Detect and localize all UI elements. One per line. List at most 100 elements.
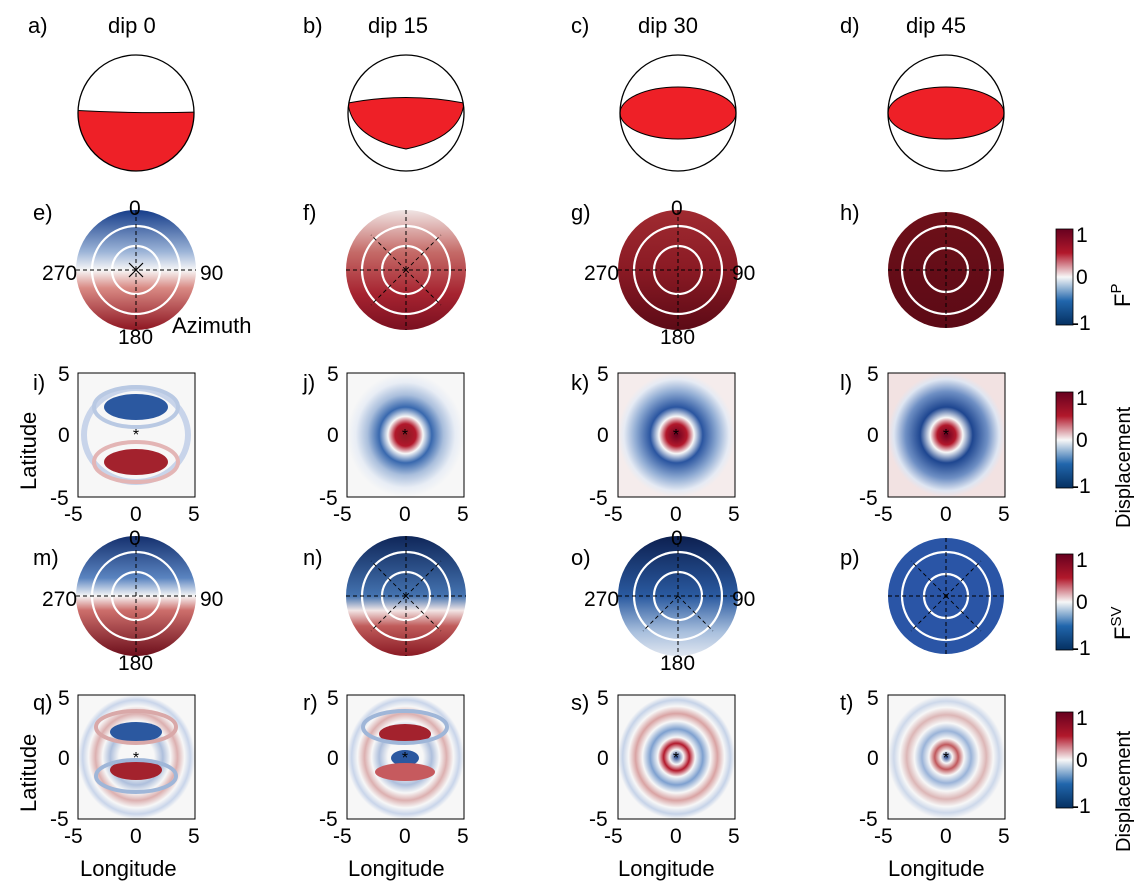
- beachball-dip15: [347, 54, 465, 172]
- north-lobe: [110, 722, 162, 742]
- ytick: -5: [50, 487, 69, 510]
- map-frame: [346, 694, 465, 820]
- xtick: 0: [670, 825, 682, 848]
- map-dip30: *: [617, 372, 736, 498]
- column-title-dip15: dip 15: [368, 13, 428, 38]
- colorbar-tick: 0: [1076, 591, 1088, 614]
- colorbar-gradient: [1055, 228, 1074, 326]
- colorbar-tick: -1: [1072, 637, 1091, 660]
- x-axis-label: Longitude: [618, 856, 715, 881]
- ytick: -5: [859, 487, 878, 510]
- map-background: [78, 695, 195, 819]
- beachball-compression: [887, 86, 1005, 140]
- azimuth-label-90: 90: [200, 262, 223, 285]
- south-lobe: [104, 449, 168, 475]
- xtick: 0: [130, 825, 142, 848]
- north-halo: [361, 709, 449, 745]
- xtick: -5: [64, 503, 83, 526]
- beachball-outline: [77, 54, 195, 172]
- xtick: 0: [940, 503, 952, 526]
- ytick: 0: [327, 747, 339, 770]
- beachball-dip30: [619, 54, 737, 172]
- ytick: 0: [327, 424, 339, 447]
- fp-disc-dip30: [618, 210, 738, 330]
- azimuth-label-0: 0: [671, 197, 683, 220]
- map-background: [888, 373, 1005, 497]
- xtick: -5: [604, 825, 623, 848]
- x-axis-label: Longitude: [80, 856, 177, 881]
- xtick: 5: [998, 825, 1010, 848]
- beachball-outline: [619, 54, 737, 172]
- panel-letter-b: b): [303, 13, 323, 38]
- azimuth-diagonals: [642, 595, 714, 632]
- colorbar-sv-displacement: 1 0 -1 Displacement: [1055, 707, 1135, 852]
- ytick: 0: [597, 747, 609, 770]
- azimuth-label-90: 90: [200, 588, 223, 611]
- north-lobe: [379, 724, 431, 744]
- ytick: 5: [58, 363, 70, 386]
- xtick: -5: [333, 825, 352, 848]
- ytick: 5: [867, 363, 879, 386]
- origin-marker: [128, 262, 144, 278]
- panel-letter-n: n): [303, 545, 323, 570]
- x-axis-label: Longitude: [888, 856, 985, 881]
- south-lobe: [375, 763, 435, 781]
- sv-displacement-row: * * * * 5 0 -5 5 0 -5 5 0 -5 5: [16, 687, 1010, 881]
- column-title-dip30: dip 30: [638, 13, 698, 38]
- xtick: 5: [188, 503, 200, 526]
- panel-letter-k: k): [571, 370, 589, 395]
- colorbar-label: FP: [1108, 284, 1135, 307]
- ytick: -5: [319, 487, 338, 510]
- ytick: 5: [327, 363, 339, 386]
- colorbar-label-main: FP: [1108, 284, 1135, 307]
- azimuth-label-0: 0: [671, 527, 683, 550]
- colorbar-tick: 0: [1076, 749, 1088, 772]
- azimuth-diagonals: [370, 560, 442, 632]
- x-axis-label: Longitude: [348, 856, 445, 881]
- beachball-compression: [348, 97, 464, 150]
- ytick: -5: [589, 487, 608, 510]
- map-background: [618, 695, 735, 819]
- north-halo: [92, 385, 180, 429]
- map-frame: [77, 372, 196, 498]
- colorbar-tick: 1: [1076, 224, 1088, 247]
- azimuth-label-270: 270: [584, 262, 619, 285]
- north-lobe: [104, 394, 168, 420]
- fp-disc-dip45: [888, 212, 1004, 328]
- ytick: 5: [597, 363, 609, 386]
- map-frame: [887, 372, 1006, 498]
- y-axis-label: Latitude: [16, 734, 41, 812]
- azimuth-label-180: 180: [118, 326, 153, 349]
- map-dip45: *: [887, 372, 1006, 498]
- panel-letter-f: f): [303, 200, 316, 225]
- colorbar-tick: 1: [1076, 387, 1088, 410]
- colorbar-tick: -1: [1072, 312, 1091, 335]
- epicenter-marker: *: [402, 750, 408, 767]
- colorbar-tick: 0: [1076, 266, 1088, 289]
- fp-row: 0 270 90 180 Azimuth 0 270 90 180: [42, 197, 1004, 349]
- ytick: 5: [597, 687, 609, 710]
- azimuth-label-270: 270: [42, 588, 77, 611]
- azimuth-label-180: 180: [660, 652, 695, 675]
- colorbar-tick: 0: [1076, 429, 1088, 452]
- fsv-row: 0 270 90 180 0 270 90 180: [42, 527, 1004, 675]
- xtick: -5: [333, 503, 352, 526]
- column-title-dip45: dip 45: [906, 13, 966, 38]
- map-dip15: *: [346, 372, 465, 498]
- fsv-disc-dip30: [618, 536, 738, 656]
- panel-letter-m: m): [33, 545, 59, 570]
- beachball-outline: [347, 54, 465, 172]
- map-background: [78, 373, 195, 497]
- panel-letter-a: a): [28, 13, 48, 38]
- panel-letter-t: t): [840, 690, 853, 715]
- xtick: 5: [188, 825, 200, 848]
- xtick: 0: [399, 825, 411, 848]
- xtick: -5: [64, 825, 83, 848]
- column-title-dip0: dip 0: [108, 13, 156, 38]
- xtick: -5: [874, 825, 893, 848]
- panel-letter-q: q): [33, 690, 53, 715]
- ytick: -5: [50, 808, 69, 831]
- colorbar-label-main: Displacement: [1113, 730, 1135, 852]
- epicenter-marker: *: [943, 427, 949, 444]
- map-dip30: *: [617, 694, 736, 820]
